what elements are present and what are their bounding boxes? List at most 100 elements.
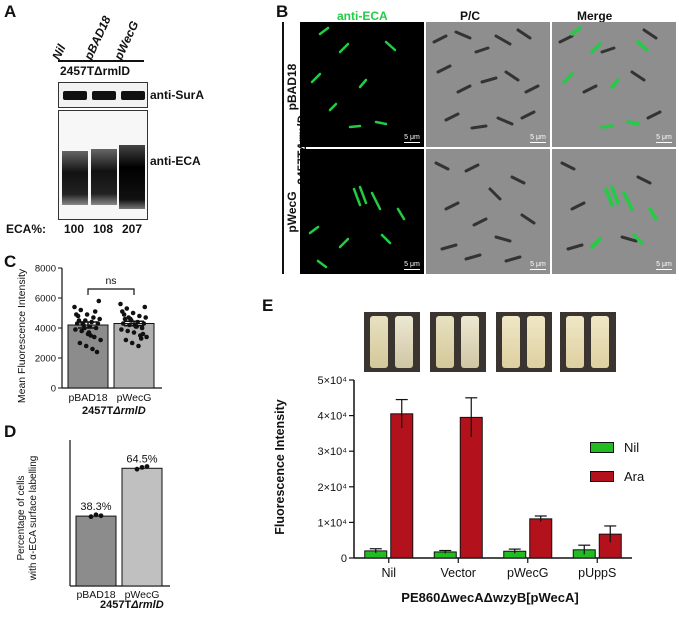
data-point	[139, 325, 145, 331]
tube	[395, 316, 413, 368]
panel-e: 0 1×10⁴ 2×10⁴ 3×10⁴ 4×10⁴ 5×10⁴ Nil Vector pWecG…	[262, 300, 679, 615]
data-point	[84, 312, 90, 317]
data-point	[140, 331, 146, 337]
data-point	[83, 343, 89, 349]
data-point	[88, 514, 94, 520]
y-tick-label: 4×10⁴	[317, 411, 347, 423]
panel-b-letter: B	[276, 2, 289, 21]
data-point	[77, 340, 83, 346]
tube-photo	[560, 312, 616, 372]
legend-item: Ara	[590, 469, 644, 484]
image-merge-pwecg: 5 μm	[552, 149, 676, 274]
x-tick-label: pWecG	[507, 566, 548, 580]
panel-d-letter: D	[4, 422, 17, 441]
surA-band	[92, 91, 116, 100]
data-point	[122, 316, 128, 322]
data-point	[138, 336, 144, 341]
data-point	[126, 315, 131, 320]
data-point	[134, 466, 140, 472]
chart-e-xlabel: PE860ΔwecAΔwzyB[pWecA]	[401, 590, 579, 605]
y-tick-label: 2×10⁴	[317, 482, 347, 494]
eca-smear	[91, 149, 117, 205]
panel-d: 38.3% pBAD18 64.5% pWecG Percentage of cell…	[0, 426, 220, 615]
col-header-anti-eca: anti-ECA	[337, 9, 388, 23]
row-label-pwecg: pWecG	[285, 191, 299, 233]
data-point	[78, 307, 84, 313]
x-tick-label: Nil	[381, 566, 396, 580]
tube	[370, 316, 388, 368]
data-label: 64.5%	[126, 453, 157, 465]
data-point	[144, 334, 149, 340]
panel-c: 0 2000 4000 6000 8000 pBAD18 pWecG ns Mean Fluo…	[0, 254, 220, 424]
y-tick-label: 8000	[35, 264, 56, 275]
chart-e: 0 1×10⁴ 2×10⁴ 3×10⁴ 4×10⁴ 5×10⁴ Nil Vector pWecG…	[317, 375, 632, 580]
data-point	[74, 312, 79, 317]
surA-band	[63, 91, 87, 100]
data-point	[120, 309, 125, 314]
lane-divider	[58, 60, 144, 62]
tube-photo	[496, 312, 552, 372]
chart-c-ylabel-wrap: Mean Fluorescence Intensity	[12, 254, 30, 424]
data-point	[79, 328, 84, 334]
x-tick-label: pBAD18	[68, 392, 107, 404]
y-tick-label: 4000	[35, 324, 56, 335]
data-point	[96, 298, 102, 304]
chart-c: 0 2000 4000 6000 8000 pBAD18 pWecG ns	[35, 264, 162, 404]
eca-value: 100	[64, 222, 85, 236]
data-point	[137, 313, 142, 319]
tube	[436, 316, 454, 368]
data-point	[144, 464, 150, 469]
lane-label-pbad18: pBAD18	[81, 13, 114, 62]
y-tick-label: 2000	[35, 354, 56, 365]
legend: Nil Ara	[590, 440, 644, 484]
legend-label: Nil	[624, 440, 640, 455]
col-header-pc: P/C	[460, 9, 481, 23]
row-label-pbad18: pBAD18	[285, 63, 299, 111]
data-point	[123, 337, 129, 343]
lane-label-pwecg: pWecG	[111, 18, 142, 62]
legend-swatch	[590, 471, 614, 482]
bar	[459, 416, 483, 559]
data-point	[93, 512, 99, 518]
chart-d-ylabel-line: Percentage of cells	[16, 475, 27, 561]
y-tick-label: 1×10⁴	[317, 517, 347, 529]
bar	[390, 413, 414, 559]
chart-e-ylabel: Fluorescence Intensity	[273, 399, 287, 535]
data-point	[73, 327, 78, 332]
data-point	[119, 327, 124, 332]
tube	[566, 316, 584, 368]
data-point	[92, 309, 98, 314]
scale-bar: 5 μm	[530, 134, 546, 143]
image-merge-pbad18: 5 μm	[552, 22, 676, 147]
tube	[502, 316, 520, 368]
chart-c-ylabel: Mean Fluorescence Intensity	[16, 268, 28, 404]
data-point	[130, 310, 136, 316]
blot1-label: anti-SurA	[150, 88, 204, 102]
x-tick-label: pUppS	[578, 566, 616, 580]
data-point	[125, 328, 130, 334]
significance-bracket	[87, 288, 135, 295]
eca-smear	[62, 151, 88, 205]
eca-blot	[58, 110, 148, 220]
surA-blot	[58, 82, 148, 108]
bar	[121, 467, 163, 587]
data-point	[97, 316, 102, 322]
scale-bar: 5 μm	[656, 134, 672, 143]
data-point	[129, 340, 135, 346]
eca-percent-label: ECA%:	[6, 222, 47, 236]
tube-photo	[430, 312, 486, 372]
tube	[527, 316, 545, 368]
x-tick-label: Vector	[441, 566, 476, 580]
eca-smear	[119, 145, 145, 209]
col-header-merge: Merge	[577, 9, 613, 23]
panel-a-strain: 2457TΔrmlD	[60, 64, 130, 78]
data-point	[98, 337, 103, 343]
image-antieca-pwecg: 5 μm	[300, 149, 424, 274]
scale-bar: 5 μm	[404, 134, 420, 143]
y-tick-label: 0	[341, 553, 347, 565]
x-tick-label: pBAD18	[76, 589, 115, 601]
panel-a-letter: A	[4, 2, 17, 21]
legend-item: Nil	[590, 440, 644, 455]
bar	[75, 515, 117, 587]
data-point	[94, 349, 100, 355]
